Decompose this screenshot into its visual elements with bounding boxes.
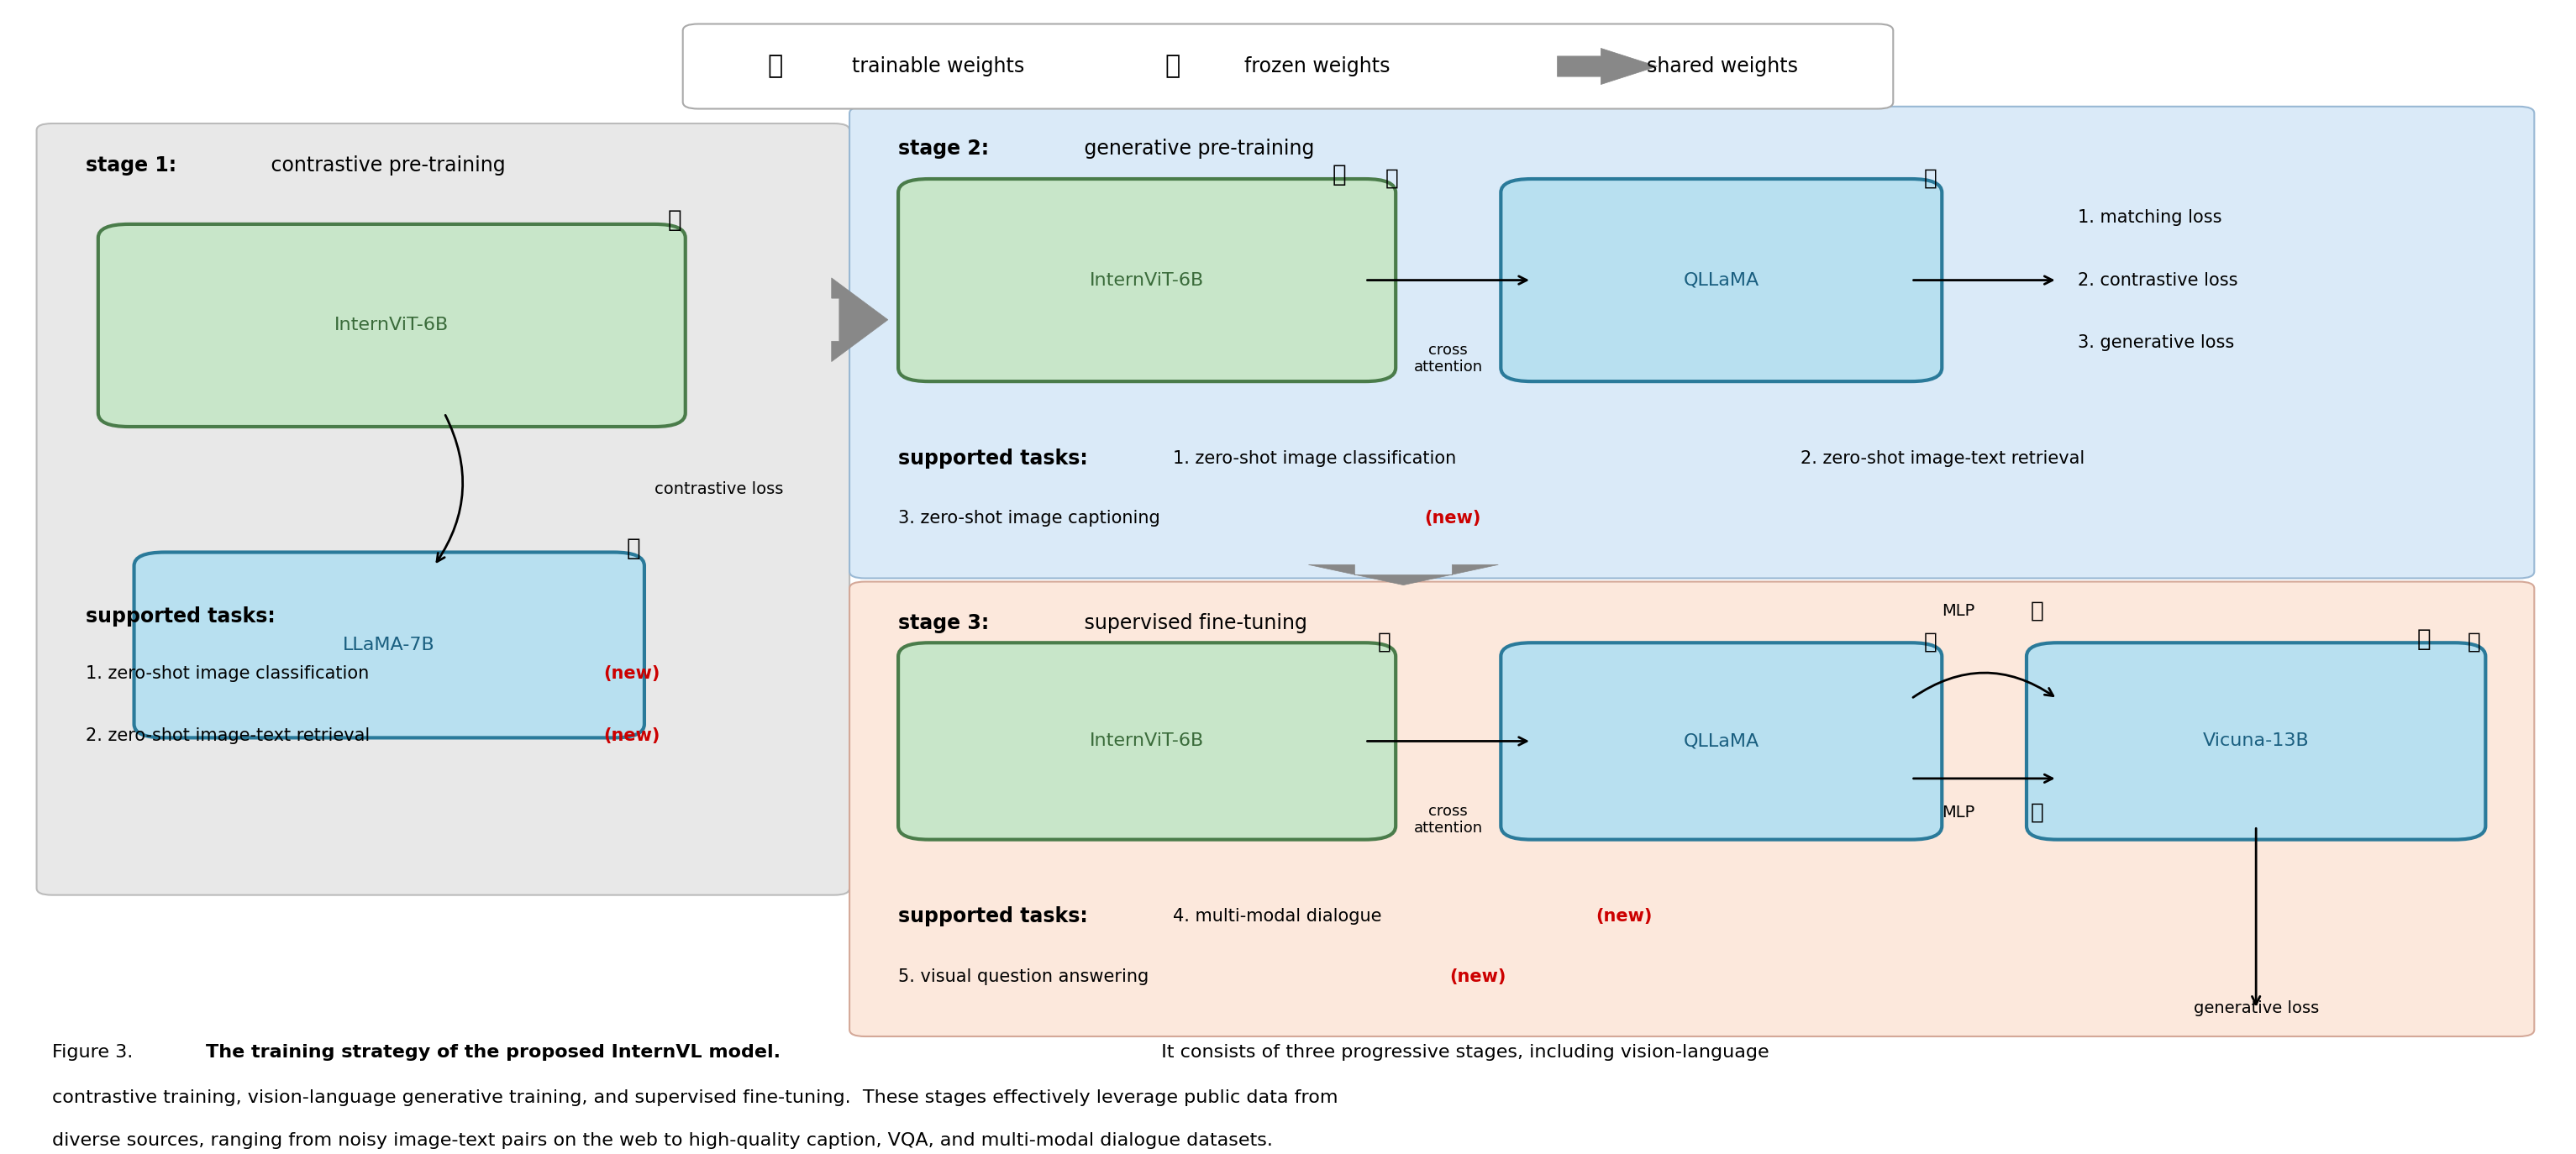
Text: MLP: MLP (1942, 804, 1976, 820)
FancyBboxPatch shape (36, 123, 850, 896)
Text: stage 1:: stage 1: (85, 155, 175, 175)
Text: contrastive loss: contrastive loss (654, 481, 783, 497)
FancyBboxPatch shape (2027, 643, 2486, 840)
Text: supported tasks:: supported tasks: (85, 607, 276, 627)
Text: supported tasks:: supported tasks: (899, 906, 1087, 927)
Text: Vicuna-13B: Vicuna-13B (2202, 733, 2308, 750)
Text: 🔥: 🔥 (626, 537, 641, 560)
Text: 2. contrastive loss: 2. contrastive loss (2079, 271, 2239, 288)
Text: Figure 3.: Figure 3. (52, 1044, 134, 1061)
FancyBboxPatch shape (899, 179, 1396, 382)
Text: 1. matching loss: 1. matching loss (2079, 210, 2223, 226)
FancyBboxPatch shape (1502, 179, 1942, 382)
FancyBboxPatch shape (1502, 643, 1942, 840)
Text: cross
attention: cross attention (1414, 803, 1484, 835)
Text: MLP: MLP (1942, 604, 1976, 619)
Text: trainable weights: trainable weights (853, 57, 1025, 76)
FancyBboxPatch shape (850, 106, 2535, 578)
Text: InternViT-6B: InternViT-6B (1090, 271, 1203, 288)
Text: stage 3:: stage 3: (899, 613, 989, 634)
Text: 3. zero-shot image captioning: 3. zero-shot image captioning (899, 510, 1167, 526)
Polygon shape (1309, 564, 1499, 585)
Text: QLLaMA: QLLaMA (1685, 271, 1759, 288)
Text: QLLaMA: QLLaMA (1685, 733, 1759, 750)
Text: stage 2:: stage 2: (899, 138, 989, 158)
Text: It consists of three progressive stages, including vision-language: It consists of three progressive stages,… (1149, 1044, 1770, 1061)
Text: 🧊: 🧊 (1164, 54, 1180, 78)
Text: 4. multi-modal dialogue: 4. multi-modal dialogue (1172, 908, 1386, 924)
Text: supported tasks:: supported tasks: (899, 448, 1087, 469)
Polygon shape (832, 278, 889, 361)
Text: (new): (new) (1450, 968, 1507, 984)
Text: 1. zero-shot image classification: 1. zero-shot image classification (1172, 450, 1455, 466)
Polygon shape (1558, 48, 1656, 84)
Text: 🔥: 🔥 (2030, 600, 2043, 622)
Text: 🧊: 🧊 (1924, 631, 1937, 653)
Text: contrastive pre-training: contrastive pre-training (265, 155, 505, 175)
Text: contrastive training, vision-language generative training, and supervised fine-t: contrastive training, vision-language ge… (52, 1089, 1337, 1106)
Text: 🧊: 🧊 (1386, 167, 1399, 189)
Text: cross
attention: cross attention (1414, 343, 1484, 375)
Text: shared weights: shared weights (1646, 57, 1798, 76)
Text: InternViT-6B: InternViT-6B (1090, 733, 1203, 750)
Text: (new): (new) (1595, 908, 1651, 924)
Text: supervised fine-tuning: supervised fine-tuning (1077, 613, 1306, 634)
Text: 🔥: 🔥 (2416, 627, 2432, 651)
Text: 2. zero-shot image-text retrieval: 2. zero-shot image-text retrieval (1801, 450, 2084, 466)
Text: (new): (new) (603, 727, 659, 744)
FancyBboxPatch shape (850, 582, 2535, 1036)
Text: 5. visual question answering: 5. visual question answering (899, 968, 1154, 984)
Text: diverse sources, ranging from noisy image-text pairs on the web to high-quality : diverse sources, ranging from noisy imag… (52, 1132, 1273, 1149)
Text: 🔥: 🔥 (768, 54, 783, 78)
Text: 🧊: 🧊 (2468, 631, 2481, 653)
Text: frozen weights: frozen weights (1244, 57, 1391, 76)
Text: 3. generative loss: 3. generative loss (2079, 334, 2233, 351)
Text: (new): (new) (603, 665, 659, 682)
Text: 🔥: 🔥 (2030, 802, 2043, 823)
Text: 🧊: 🧊 (1378, 631, 1391, 653)
Text: generative loss: generative loss (2192, 1001, 2318, 1016)
Text: 🧊: 🧊 (1924, 167, 1937, 189)
Text: (new): (new) (1425, 510, 1481, 526)
FancyBboxPatch shape (899, 643, 1396, 840)
Text: The training strategy of the proposed InternVL model.: The training strategy of the proposed In… (206, 1044, 781, 1061)
Text: 1. zero-shot image classification: 1. zero-shot image classification (85, 665, 374, 682)
FancyBboxPatch shape (683, 24, 1893, 108)
Text: generative pre-training: generative pre-training (1077, 138, 1314, 158)
Text: 🔥: 🔥 (1332, 164, 1347, 187)
Text: LLaMA-7B: LLaMA-7B (343, 637, 435, 653)
Text: InternViT-6B: InternViT-6B (335, 317, 448, 334)
Text: 2. zero-shot image-text retrieval: 2. zero-shot image-text retrieval (85, 727, 376, 744)
FancyBboxPatch shape (134, 553, 644, 737)
Text: 🔥: 🔥 (667, 209, 683, 232)
FancyBboxPatch shape (98, 224, 685, 427)
